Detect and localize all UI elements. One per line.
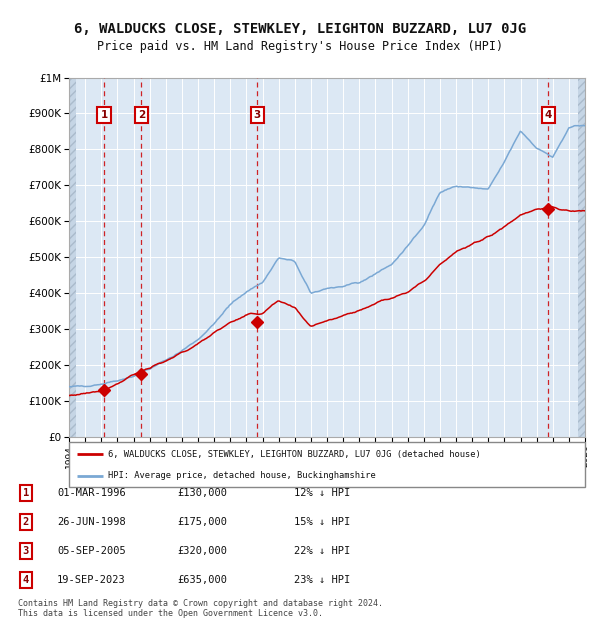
Text: 1: 1	[23, 488, 29, 498]
Text: 19-SEP-2023: 19-SEP-2023	[57, 575, 126, 585]
Text: £175,000: £175,000	[177, 517, 227, 527]
FancyBboxPatch shape	[69, 442, 585, 487]
Text: 4: 4	[23, 575, 29, 585]
Text: Price paid vs. HM Land Registry's House Price Index (HPI): Price paid vs. HM Land Registry's House …	[97, 40, 503, 53]
Text: 12% ↓ HPI: 12% ↓ HPI	[294, 488, 350, 498]
Bar	[69, 78, 76, 437]
Text: 22% ↓ HPI: 22% ↓ HPI	[294, 546, 350, 556]
Text: 6, WALDUCKS CLOSE, STEWKLEY, LEIGHTON BUZZARD, LU7 0JG (detached house): 6, WALDUCKS CLOSE, STEWKLEY, LEIGHTON BU…	[108, 450, 481, 459]
Text: HPI: Average price, detached house, Buckinghamshire: HPI: Average price, detached house, Buck…	[108, 471, 376, 480]
Text: 05-SEP-2005: 05-SEP-2005	[57, 546, 126, 556]
Text: 15% ↓ HPI: 15% ↓ HPI	[294, 517, 350, 527]
Text: 26-JUN-1998: 26-JUN-1998	[57, 517, 126, 527]
Text: 2: 2	[138, 110, 145, 120]
Text: Contains HM Land Registry data © Crown copyright and database right 2024.
This d: Contains HM Land Registry data © Crown c…	[18, 599, 383, 618]
Text: 2: 2	[23, 517, 29, 527]
Text: 6, WALDUCKS CLOSE, STEWKLEY, LEIGHTON BUZZARD, LU7 0JG: 6, WALDUCKS CLOSE, STEWKLEY, LEIGHTON BU…	[74, 22, 526, 36]
Text: £635,000: £635,000	[177, 575, 227, 585]
Text: 3: 3	[23, 546, 29, 556]
Text: £320,000: £320,000	[177, 546, 227, 556]
Text: 1: 1	[100, 110, 107, 120]
Bar	[578, 78, 585, 437]
Text: £130,000: £130,000	[177, 488, 227, 498]
Text: 4: 4	[545, 110, 552, 120]
Text: 01-MAR-1996: 01-MAR-1996	[57, 488, 126, 498]
Text: 3: 3	[254, 110, 261, 120]
Text: 23% ↓ HPI: 23% ↓ HPI	[294, 575, 350, 585]
